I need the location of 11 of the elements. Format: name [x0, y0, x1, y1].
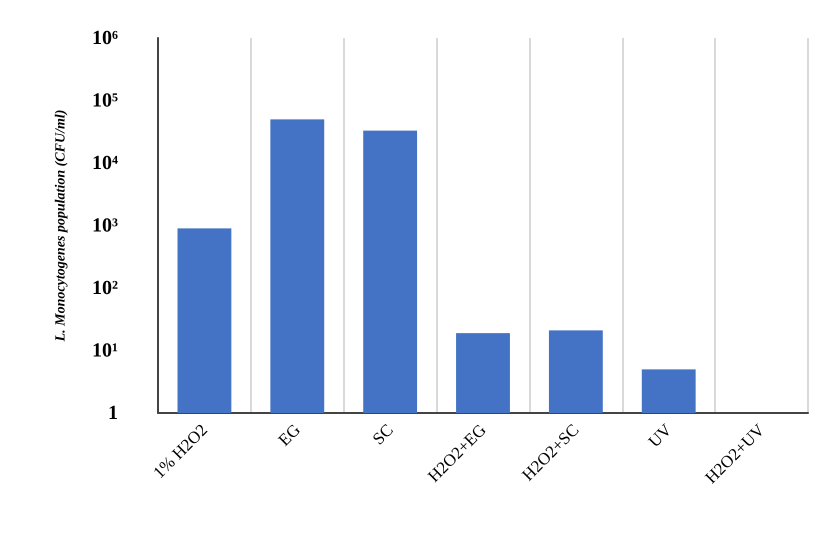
y-tick-label: 10²: [92, 277, 118, 299]
x-tick-label: EG: [274, 420, 304, 450]
y-tick-label: 10¹: [92, 340, 118, 362]
y-axis-title: L. Monocytogenes population (CFU/ml): [54, 110, 68, 342]
x-tick-label: UV: [644, 420, 676, 452]
y-tick-label: 10⁴: [92, 152, 118, 174]
y-tick-label: 10³: [92, 214, 118, 236]
y-tick-label: 1: [108, 402, 118, 424]
x-tick-label: SC: [368, 420, 397, 448]
y-tick-label: 10⁶: [92, 27, 118, 49]
y-tick-label: 10⁵: [92, 90, 118, 112]
